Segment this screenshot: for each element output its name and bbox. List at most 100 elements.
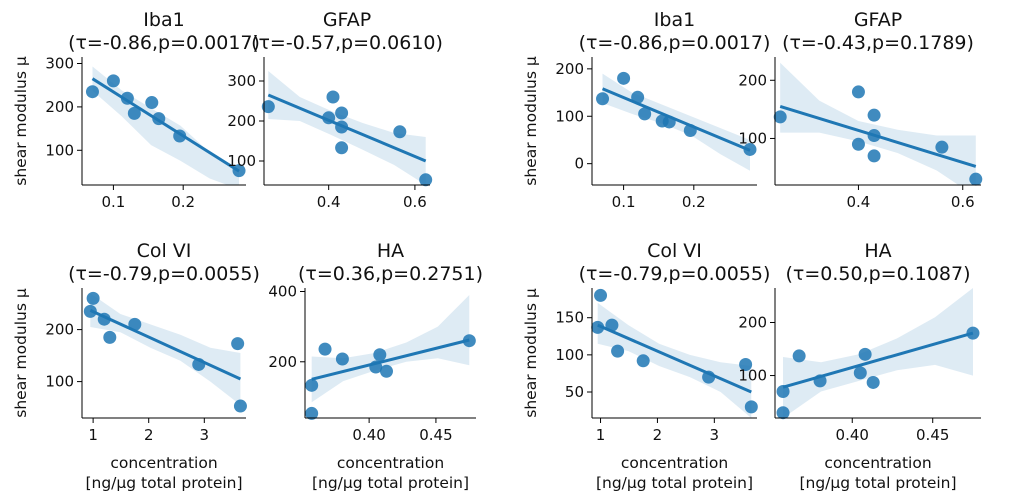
chart-stats: (τ=-0.43,p=0.1789) (782, 32, 974, 54)
chart-stats: (τ=-0.79,p=0.0055) (579, 263, 771, 285)
y-tick-label: 100 (45, 141, 74, 159)
data-point (233, 399, 247, 413)
data-point (605, 318, 619, 332)
data-point (106, 74, 120, 88)
data-point (935, 140, 949, 154)
data-point (335, 352, 349, 366)
x-tick-label: 0.40 (352, 426, 385, 444)
chart-title: GFAP (323, 9, 371, 31)
x-tick-label: 0.2 (682, 193, 706, 211)
x-tick-label: 3 (200, 426, 210, 444)
data-point (776, 384, 790, 398)
y-tick-label: 50 (565, 383, 584, 401)
y-axis-label: shear modulus μ (12, 56, 30, 186)
x-tick-label: 2 (144, 426, 154, 444)
x-axis-label-line2: [ng/μg total protein] (312, 474, 469, 492)
x-tick-label: 3 (710, 426, 720, 444)
data-point (591, 320, 605, 334)
chart-stats: (τ=-0.86,p=0.0017) (579, 32, 771, 54)
data-point (702, 370, 716, 384)
data-point (305, 406, 319, 420)
y-tick-label: 0 (574, 155, 584, 173)
y-tick-label: 200 (268, 353, 297, 371)
chart-panel-4: HA(τ=0.36,p=0.2751) 0.40 0.45 200 400 concent… (268, 240, 483, 492)
y-tick-label: 200 (227, 112, 256, 130)
y-tick-label: 100 (555, 107, 584, 125)
x-tick-label: 0.45 (419, 426, 452, 444)
data-point (617, 71, 631, 85)
data-point (335, 141, 349, 155)
x-axis-label-line2: [ng/μg total protein] (799, 474, 956, 492)
data-point (867, 129, 881, 143)
data-point (636, 354, 650, 368)
data-point (326, 90, 340, 104)
regression-line (311, 338, 470, 381)
data-point (773, 110, 787, 124)
data-point (97, 312, 111, 326)
data-point (966, 326, 980, 340)
chart-title: Iba1 (143, 9, 184, 31)
data-point (322, 111, 336, 125)
confidence-band (783, 288, 973, 418)
x-tick-label: 0.4 (847, 193, 871, 211)
chart-title: GFAP (854, 9, 902, 31)
data-point (739, 358, 753, 372)
data-point (662, 115, 676, 129)
confidence-band (602, 73, 750, 171)
confidence-band (780, 62, 976, 185)
plot-area (89, 293, 242, 405)
data-point (335, 106, 349, 120)
data-point (192, 357, 206, 371)
x-axis-label-line1: concentration (824, 454, 931, 472)
data-point (393, 125, 407, 139)
data-point (145, 96, 159, 110)
data-point (594, 288, 608, 302)
x-tick-label: 0.6 (403, 193, 427, 211)
chart-stats: (τ=0.50,p=0.1087) (786, 263, 971, 285)
data-point (83, 304, 97, 318)
y-tick-label: 200 (738, 313, 767, 331)
y-tick-label: 300 (227, 72, 256, 90)
chart-title: HA (377, 240, 404, 262)
y-tick-label: 100 (227, 152, 256, 170)
data-point (103, 330, 117, 344)
data-point (743, 142, 757, 156)
data-point (369, 360, 383, 374)
x-tick-label: 0.6 (951, 193, 975, 211)
data-point (792, 349, 806, 363)
y-tick-label: 200 (45, 98, 74, 116)
data-point (173, 129, 187, 143)
chart-title: Iba1 (654, 9, 695, 31)
data-point (261, 100, 275, 114)
data-point (335, 120, 349, 134)
regression-line (89, 308, 242, 381)
confidence-band (311, 295, 470, 403)
data-point (127, 106, 141, 120)
confidence-band (597, 302, 752, 418)
y-tick-label: 200 (45, 321, 74, 339)
data-point (379, 364, 393, 378)
data-point (373, 348, 387, 362)
chart-panel-8: HA(τ=0.50,p=0.1087) 0.40 0.45 100 200 concent… (738, 240, 981, 492)
data-point (851, 85, 865, 99)
chart-stats: (τ=-0.57,p=0.0610) (251, 32, 443, 54)
x-tick-label: 0.1 (101, 193, 125, 211)
x-tick-label: 0.40 (836, 426, 869, 444)
plot-area (597, 302, 752, 418)
chart-stats: (τ=-0.79,p=0.0055) (68, 263, 260, 285)
y-tick-label: 100 (555, 346, 584, 364)
y-tick-label: 100 (45, 373, 74, 391)
plot-area (779, 62, 977, 185)
x-tick-label: 0.4 (317, 193, 341, 211)
chart-title: HA (864, 240, 891, 262)
data-point (858, 347, 872, 361)
chart-stats: (τ=0.36,p=0.2751) (298, 263, 483, 285)
y-axis-label: shear modulus μ (522, 56, 540, 186)
x-tick-label: 2 (653, 426, 663, 444)
y-axis-label: shear modulus μ (522, 288, 540, 418)
x-tick-label: 0.1 (612, 193, 636, 211)
data-point (152, 112, 166, 126)
y-tick-label: 300 (45, 55, 74, 73)
chart-title: Col VI (647, 240, 702, 262)
